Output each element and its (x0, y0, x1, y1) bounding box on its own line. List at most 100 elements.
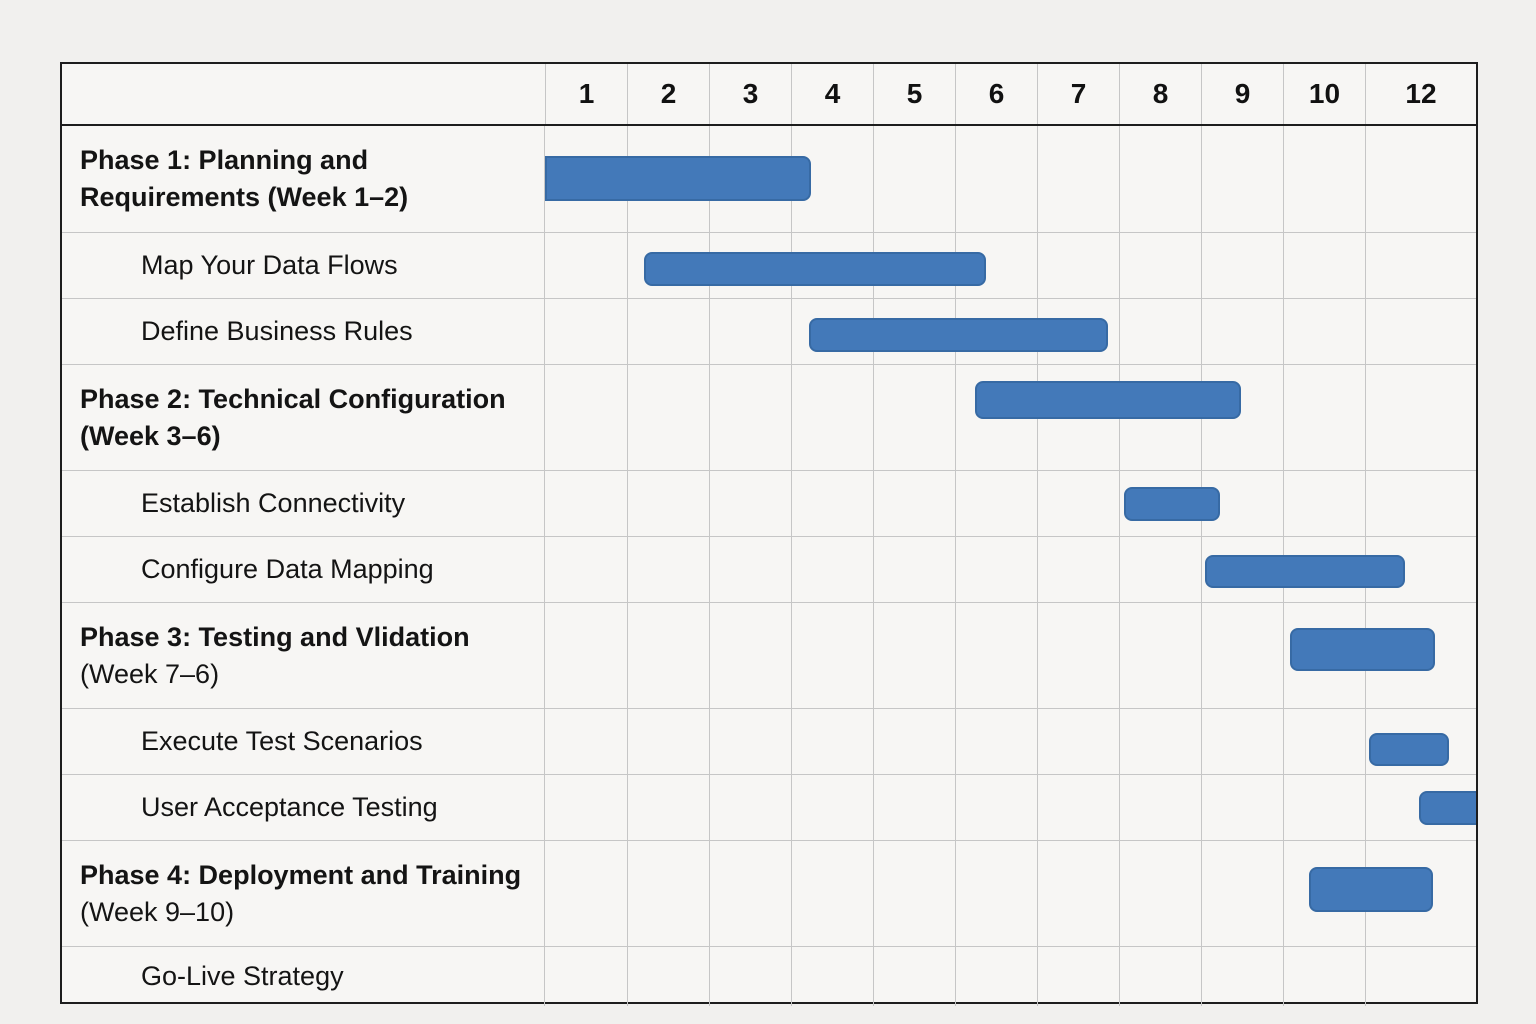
row-label: Define Business Rules (62, 299, 545, 364)
grid-line (1037, 947, 1038, 1006)
label-regular-segment: Define Business Rules (141, 316, 413, 346)
grid-line (873, 947, 874, 1006)
grid-line (873, 365, 874, 470)
grid-line (1037, 775, 1038, 840)
task-bar (1205, 555, 1405, 588)
gantt-table: 1 2 3 4 5 6 7 8 9 10 12 Phase 1: Planning and Requ… (60, 62, 1478, 1006)
grid-line (709, 947, 710, 1006)
grid-line (1037, 233, 1038, 298)
row-timeline-cell (545, 126, 1476, 232)
row-label-text: Phase 3: Testing and Vlidation (Week 7–6… (80, 619, 530, 693)
header-label-spacer (62, 64, 545, 124)
grid-line (873, 471, 874, 536)
grid-line (1283, 603, 1284, 708)
grid-line (1201, 775, 1202, 840)
grid-line (1119, 603, 1120, 708)
grid-line (791, 471, 792, 536)
row-label-text: Map Your Data Flows (141, 247, 398, 284)
grid-line (1201, 603, 1202, 708)
gantt-row: Phase 1: Planning and Requirements (Week… (62, 126, 1476, 232)
row-label: Phase 4: Deployment and Training (Week 9… (62, 841, 545, 946)
grid-line (791, 775, 792, 840)
grid-line (955, 126, 956, 232)
row-label: Map Your Data Flows (62, 233, 545, 298)
header-row: 1 2 3 4 5 6 7 8 9 10 12 (62, 64, 1476, 126)
gantt-row: Execute Test Scenarios (62, 708, 1476, 774)
row-label-text: Phase 1: Planning and Requirements (Week… (80, 142, 530, 216)
label-regular-segment: Go-Live Strategy (141, 961, 344, 991)
grid-line (1119, 947, 1120, 1006)
grid-line (1365, 233, 1366, 298)
gantt-row: Configure Data Mapping (62, 536, 1476, 602)
gantt-row: Phase 2: Technical Configuration (Week 3… (62, 364, 1476, 470)
header-cell-week-10: 10 (1283, 64, 1365, 124)
label-bold-segment: Phase 4: Deployment and Training (80, 859, 522, 890)
row-label: Establish Connectivity (62, 471, 545, 536)
header-cell-week-12: 12 (1365, 64, 1476, 124)
label-regular-segment: Map Your Data Flows (141, 250, 398, 280)
grid-line (791, 603, 792, 708)
grid-line (1365, 126, 1366, 232)
task-bar (644, 252, 986, 286)
grid-line (709, 841, 710, 946)
grid-line (1283, 709, 1284, 774)
grid-line (955, 471, 956, 536)
row-label: Configure Data Mapping (62, 537, 545, 602)
grid-line (791, 365, 792, 470)
grid-line (1365, 471, 1366, 536)
grid-line (1283, 947, 1284, 1006)
grid-line (709, 603, 710, 708)
task-bar (1419, 791, 1476, 825)
gantt-row: User Acceptance Testing (62, 774, 1476, 840)
grid-line (1119, 233, 1120, 298)
header-cell-week-6: 6 (955, 64, 1037, 124)
grid-line (627, 775, 628, 840)
grid-line (955, 709, 956, 774)
grid-line (1119, 537, 1120, 602)
header-cell-week-4: 4 (791, 64, 873, 124)
grid-line (1283, 365, 1284, 470)
grid-line (1365, 947, 1366, 1006)
grid-line (791, 947, 792, 1006)
header-cell-week-7: 7 (1037, 64, 1119, 124)
label-regular-segment: Establish Connectivity (141, 488, 406, 518)
grid-line (1119, 775, 1120, 840)
grid-line (955, 365, 956, 470)
grid-line (1283, 471, 1284, 536)
grid-line (627, 233, 628, 298)
row-timeline-cell (545, 947, 1476, 1006)
grid-line (1119, 471, 1120, 536)
gantt-row: Phase 3: Testing and Vlidation (Week 7–6… (62, 602, 1476, 708)
grid-line (873, 841, 874, 946)
grid-line (627, 603, 628, 708)
grid-line (873, 603, 874, 708)
label-regular-segment: Execute Test Scenarios (141, 726, 423, 756)
row-timeline-cell (545, 233, 1476, 298)
grid-line (1201, 537, 1202, 602)
grid-line (627, 471, 628, 536)
grid-line (1283, 775, 1284, 840)
gantt-row: Phase 4: Deployment and Training (Week 9… (62, 840, 1476, 946)
row-timeline-cell (545, 471, 1476, 536)
grid-line (873, 775, 874, 840)
grid-line (627, 709, 628, 774)
grid-line (791, 841, 792, 946)
task-bar (1369, 733, 1449, 766)
grid-line (955, 537, 956, 602)
grid-line (1201, 709, 1202, 774)
grid-line (627, 299, 628, 364)
grid-line (1119, 841, 1120, 946)
row-label: Phase 1: Planning and Requirements (Week… (62, 126, 545, 232)
grid-line (1119, 126, 1120, 232)
grid-line (791, 709, 792, 774)
header-cell-week-5: 5 (873, 64, 955, 124)
row-label-text: Define Business Rules (141, 313, 413, 350)
header-cell-week-1: 1 (545, 64, 627, 124)
gantt-row: Map Your Data Flows (62, 232, 1476, 298)
header-cell-week-2: 2 (627, 64, 709, 124)
row-timeline-cell (545, 365, 1476, 470)
task-bar (545, 156, 811, 201)
grid-line (791, 537, 792, 602)
row-label-text: Establish Connectivity (141, 485, 405, 522)
task-bar (1290, 628, 1435, 671)
